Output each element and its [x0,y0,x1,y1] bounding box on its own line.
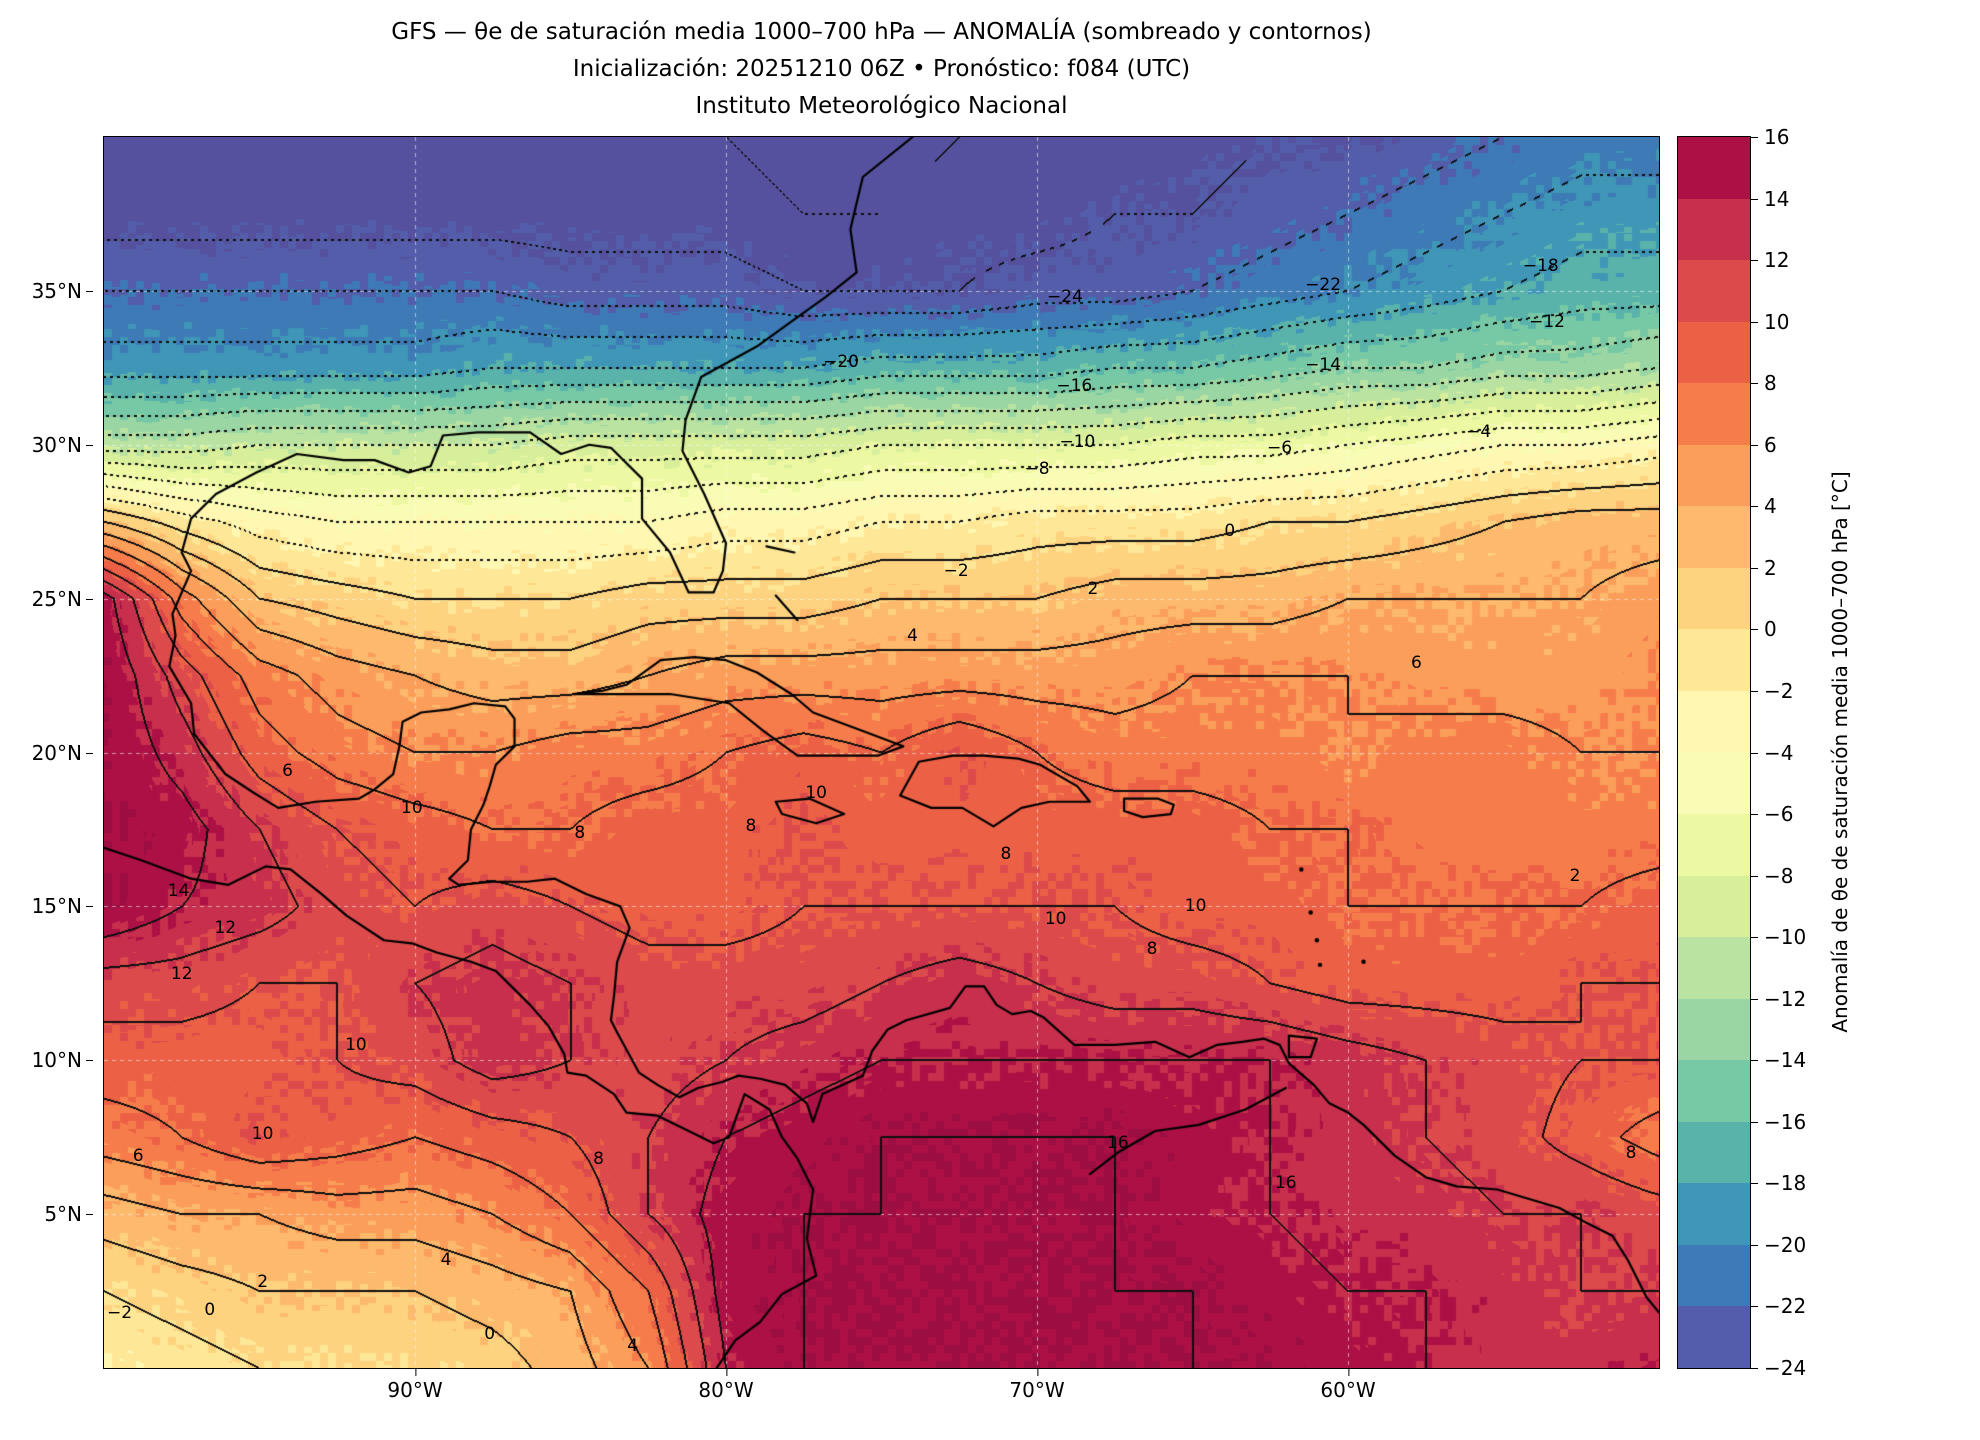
colorbar-segment [1678,1306,1750,1368]
colorbar-tick-label: 4 [1750,494,1777,518]
y-axis: 35°N 30°N 25°N 20°N 15°N 10°N 5°N [0,137,96,1368]
x-tick-label: 90°W [387,1368,443,1402]
colorbar-tick-label: −8 [1750,864,1793,888]
colorbar-segment [1678,1183,1750,1245]
colorbar-segment [1678,1060,1750,1122]
colorbar-tick-label: −2 [1750,679,1793,703]
colorbar-tick-label: 6 [1750,433,1777,457]
colorbar-tick-label: 0 [1750,617,1777,641]
colorbar-segment [1678,814,1750,876]
colorbar-segment [1678,629,1750,691]
colorbar-segment [1678,506,1750,568]
colorbar-tick-label: −22 [1750,1294,1806,1318]
y-tick-label: 35°N [31,278,94,303]
colorbar-segment [1678,198,1750,261]
colorbar-segment [1678,752,1750,815]
y-tick-label: 20°N [31,740,94,765]
colorbar-segment [1678,875,1750,938]
colorbar-label: Anomalía de θe de saturación media 1000–… [1828,471,1852,1033]
colorbar-tick-label: −4 [1750,741,1793,765]
colorbar-segment [1678,444,1750,507]
map-canvas [104,137,1659,1368]
chart-title: GFS — θe de saturación media 1000–700 hP… [391,19,1372,45]
colorbar-tick-label: −10 [1750,925,1806,949]
colorbar-tick-label: −20 [1750,1233,1806,1257]
y-tick-label: 10°N [31,1048,94,1073]
colorbar-segment [1678,321,1750,384]
x-tick-label: 60°W [1320,1368,1376,1402]
colorbar-tick-label: 10 [1750,310,1789,334]
x-tick-label: 80°W [698,1368,754,1402]
chart-subtitle: Inicialización: 20251210 06Z • Pronóstic… [572,56,1191,82]
colorbar [1677,136,1751,1369]
y-tick-label: 30°N [31,432,94,457]
colorbar-segment [1678,690,1750,753]
colorbar-tick-label: 16 [1750,125,1789,149]
chart-institution: Instituto Meteorológico Nacional [695,93,1068,119]
colorbar-tick-label: −24 [1750,1356,1806,1380]
y-tick-label: 15°N [31,894,94,919]
colorbar-tick-label: −12 [1750,987,1806,1011]
chart-header: GFS — θe de saturación media 1000–700 hP… [104,14,1659,125]
colorbar-tick-label: −14 [1750,1048,1806,1072]
map-area: −24 −22 −18 −12 −20 −16 −14 −10 −8 −6 −4 −2 0 2 4 6 10 8 1… [103,136,1660,1369]
colorbar-segment [1678,937,1750,999]
colorbar-segment [1678,998,1750,1061]
colorbar-segment [1678,1244,1750,1307]
y-tick-label: 25°N [31,586,94,611]
colorbar-tick-label: 2 [1750,556,1777,580]
colorbar-segment [1678,383,1750,445]
colorbar-tick-label: 12 [1750,248,1789,272]
colorbar-tick-label: −6 [1750,802,1793,826]
colorbar-segment [1678,137,1750,199]
colorbar-ticks: 16 14 12 10 8 6 4 2 0 −2 −4 −6 −8 −10 −12 −14 −16 −18 −20 −… [1750,125,1830,1380]
y-tick-label: 5°N [44,1202,93,1227]
x-axis: 90°W 80°W 70°W 60°W [104,1368,1659,1408]
colorbar-segment [1678,567,1750,630]
colorbar-tick-label: −16 [1750,1110,1806,1134]
x-tick-label: 70°W [1009,1368,1065,1402]
colorbar-tick-label: 8 [1750,371,1777,395]
colorbar-segment [1678,260,1750,322]
colorbar-segment [1678,1121,1750,1184]
colorbar-tick-label: −18 [1750,1171,1806,1195]
colorbar-tick-label: 14 [1750,187,1789,211]
